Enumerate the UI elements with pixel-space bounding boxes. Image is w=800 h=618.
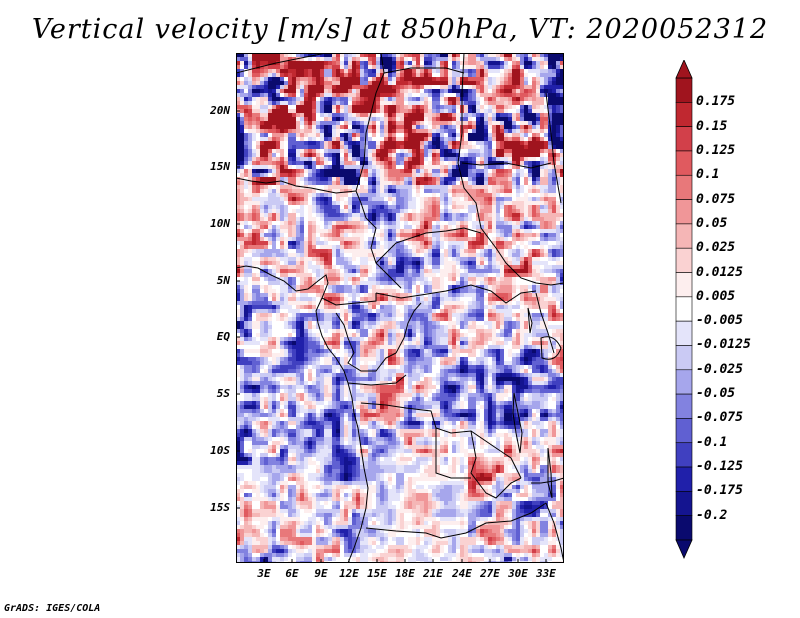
colorbar-swatch: [675, 442, 693, 468]
latitude-label: 10N: [210, 217, 230, 230]
colorbar-level-label: -0.0125: [696, 337, 751, 353]
colorbar-level-label: 0.15: [696, 118, 728, 134]
colorbar-level-label: -0.05: [696, 386, 736, 402]
colorbar-swatch: [675, 174, 693, 200]
axis-ticks: [236, 110, 547, 563]
latitude-label: 15N: [210, 160, 230, 173]
longitude-label: 30E: [508, 567, 528, 580]
colorbar-swatch: [675, 369, 693, 395]
longitude-label: 9E: [314, 567, 328, 580]
colorbar-swatch: [675, 77, 693, 103]
latitude-label: EQ: [216, 330, 230, 343]
colorbar-level-label: -0.175: [696, 483, 743, 499]
colorbar-level-label: 0.025: [696, 240, 736, 256]
latitude-label: 15S: [210, 501, 230, 514]
colorbar-swatch: [675, 418, 693, 444]
colorbar-swatch: [675, 272, 693, 298]
colorbar-swatch: [675, 515, 693, 541]
colorbar-level-label: 0.075: [696, 191, 736, 207]
longitude-label: 27E: [480, 567, 500, 580]
longitude-label: 24E: [452, 567, 472, 580]
colorbar-max-arrow: [675, 60, 693, 79]
longitude-label: 21E: [423, 567, 443, 580]
longitude-label: 15E: [367, 567, 387, 580]
colorbar-level-label: 0.125: [696, 142, 736, 158]
colorbar-level-label: -0.025: [696, 361, 743, 377]
colorbar-level-label: 0.175: [696, 94, 736, 110]
colorbar-swatch: [675, 296, 693, 322]
latitude-label: 5S: [216, 387, 230, 400]
country-borders: [236, 53, 564, 563]
latitude-label: 10S: [210, 444, 230, 457]
colorbar-swatch: [675, 345, 693, 371]
colorbar-min-arrow: [675, 539, 693, 559]
colorbar-level-label: 0.05: [696, 215, 728, 231]
colorbar-level-label: 0.0125: [696, 264, 743, 280]
velocity-field: [236, 53, 564, 563]
colorbar-swatch: [675, 491, 693, 516]
grads-credit: GrADS: IGES/COLA: [4, 603, 101, 614]
colorbar-level-label: -0.1: [696, 434, 728, 450]
map-frame: [236, 53, 564, 563]
colorbar-level-label: -0.005: [696, 313, 743, 329]
colorbar: [675, 60, 693, 559]
colorbar-level-label: -0.075: [696, 410, 743, 426]
colorbar-swatch: [675, 223, 693, 249]
longitude-label: 6E: [285, 567, 299, 580]
map-title: Vertical velocity [m/s] at 850hPa, VT: 2…: [31, 14, 769, 45]
colorbar-swatch: [675, 150, 693, 176]
colorbar-swatch: [675, 102, 693, 127]
longitude-label: 12E: [339, 567, 359, 580]
longitude-label: 18E: [395, 567, 415, 580]
colorbar-level-label: 0.1: [696, 167, 720, 183]
colorbar-swatch: [675, 320, 693, 346]
colorbar-swatch: [675, 466, 693, 492]
colorbar-swatch: [675, 393, 693, 419]
latitude-label: 20N: [210, 104, 230, 117]
colorbar-swatch: [675, 199, 693, 225]
colorbar-level-label: -0.2: [696, 507, 728, 523]
longitude-label: 3E: [257, 567, 271, 580]
colorbar-level-label: 0.005: [696, 288, 736, 304]
colorbar-swatch: [675, 126, 693, 152]
latitude-label: 5N: [216, 274, 230, 287]
colorbar-level-label: -0.125: [696, 459, 743, 475]
vertical-velocity-map: [236, 53, 564, 563]
colorbar-swatch: [675, 247, 693, 273]
longitude-label: 33E: [536, 567, 556, 580]
